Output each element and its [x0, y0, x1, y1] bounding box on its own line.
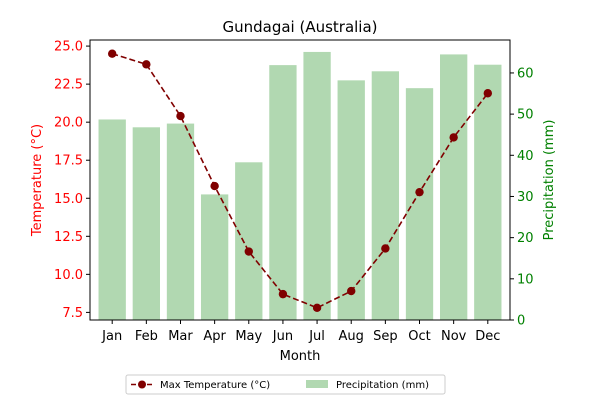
right-y-tick-label: 30 — [517, 190, 534, 205]
left-y-tick-label: 17.5 — [54, 154, 83, 169]
bar-aug — [337, 80, 365, 321]
legend-label-precipitation: Precipitation (mm) — [336, 380, 429, 391]
chart-title: Gundagai (Australia) — [222, 18, 377, 36]
right-y-tick-label: 50 — [517, 108, 534, 123]
left-y-tick-label: 12.5 — [54, 230, 83, 245]
bar-may — [235, 162, 263, 320]
bar-sep — [371, 71, 400, 320]
temperature-point-nov — [449, 133, 458, 142]
x-tick-label: Dec — [475, 329, 500, 344]
left-y-tick-label: 15.0 — [54, 192, 83, 207]
x-tick-label: Mar — [168, 329, 193, 344]
precipitation-bars — [98, 51, 502, 321]
right-y-tick-label: 10 — [517, 272, 534, 287]
temperature-line — [107, 49, 493, 313]
temperature-point-sep — [381, 244, 390, 253]
temperature-point-oct — [415, 187, 424, 197]
left-axis-label: Temperature (°C) — [30, 124, 45, 237]
x-tick-label: Apr — [203, 329, 226, 344]
bar-dec — [474, 64, 502, 321]
x-tick-label: Jul — [308, 329, 325, 344]
bar-mar — [166, 123, 195, 321]
right-y-tick-label: 20 — [517, 231, 534, 246]
bar-jun — [269, 65, 297, 320]
x-tick-label: May — [235, 329, 262, 344]
bar-feb — [132, 127, 160, 320]
legend-line-marker — [138, 380, 146, 389]
x-tick-label: Jun — [272, 329, 293, 344]
temperature-point-aug — [347, 286, 356, 296]
legend-box — [125, 374, 446, 395]
x-tick-label: Nov — [441, 329, 467, 344]
temperature-point-dec — [483, 89, 493, 98]
left-y-tick-label: 20.0 — [54, 116, 83, 131]
left-y-tick-label: 10.0 — [54, 268, 83, 283]
right-y-tick-label: 40 — [517, 149, 534, 164]
x-tick-label: Oct — [408, 329, 430, 344]
legend-label-temperature: Max Temperature (°C) — [160, 380, 270, 391]
temperature-point-feb — [142, 60, 151, 69]
bar-apr — [200, 194, 229, 320]
legend-bar-swatch — [306, 380, 328, 388]
temperature-point-may — [244, 247, 253, 256]
temperature-point-jan — [107, 49, 117, 58]
bar-jul — [303, 51, 331, 321]
x-tick-label: Feb — [135, 329, 158, 344]
x-axis-label: Month — [280, 349, 321, 364]
bar-nov — [440, 54, 468, 320]
bar-jan — [98, 119, 126, 321]
left-y-tick-label: 25.0 — [54, 40, 83, 55]
temperature-point-mar — [176, 111, 185, 121]
temperature-point-apr — [210, 181, 219, 191]
temperature-point-jun — [278, 289, 288, 299]
left-y-tick-label: 7.5 — [62, 306, 83, 321]
right-y-tick-label: 60 — [517, 66, 534, 81]
plot-frame — [89, 39, 511, 321]
right-axis-label: Precipitation (mm) — [542, 120, 557, 241]
axes: Jan Feb Mar Apr May Jun Jul Aug Sep Oct Nov Dec 7.5 1… — [54, 39, 534, 344]
x-tick-label: Aug — [339, 329, 364, 344]
temperature-point-jul — [312, 303, 322, 313]
x-tick-label: Jan — [101, 329, 122, 344]
left-y-tick-label: 22.5 — [54, 78, 83, 93]
legend: Max Temperature (°C) Precipitation (mm) — [125, 374, 446, 395]
right-y-tick-label: 0 — [517, 314, 525, 329]
x-tick-label: Sep — [373, 329, 398, 344]
bar-oct — [405, 88, 434, 320]
